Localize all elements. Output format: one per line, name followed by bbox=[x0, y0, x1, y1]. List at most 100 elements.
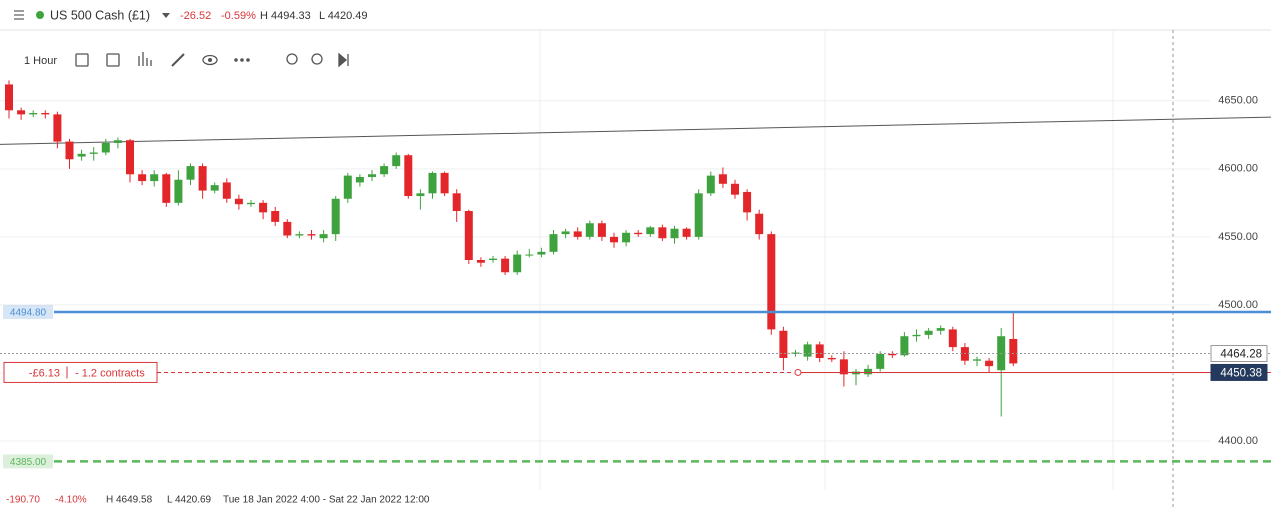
view-icon[interactable] bbox=[202, 54, 218, 66]
candle-body bbox=[89, 152, 98, 154]
studies-icon[interactable] bbox=[138, 52, 152, 66]
candle-body bbox=[440, 172, 449, 194]
scroll-end-icon[interactable] bbox=[338, 52, 349, 68]
candle-body bbox=[658, 227, 667, 239]
footer-range: Tue 18 Jan 2022 4:00 - Sat 22 Jan 2022 1… bbox=[223, 495, 430, 506]
candle-body bbox=[29, 113, 38, 115]
candle-body bbox=[307, 234, 316, 236]
candle-body bbox=[791, 352, 800, 354]
candle-body bbox=[682, 228, 691, 237]
y-tick-label: 4650.00 bbox=[1218, 95, 1258, 107]
instrument-name[interactable]: US 500 Cash (£1) bbox=[50, 8, 150, 22]
menu-icon[interactable] bbox=[14, 10, 24, 20]
candle-body bbox=[198, 166, 207, 191]
level-label-box bbox=[3, 454, 53, 469]
candle-body bbox=[331, 198, 340, 235]
candle-body bbox=[126, 140, 134, 175]
footer-low: L 4420.69 bbox=[167, 495, 212, 506]
candle-body bbox=[452, 193, 461, 212]
axis-price-label: 4450.38 bbox=[1220, 367, 1262, 379]
candle-body bbox=[113, 140, 122, 143]
candle-body bbox=[912, 334, 921, 337]
trendline bbox=[0, 116, 1271, 145]
candle-body bbox=[343, 175, 352, 199]
candle-body bbox=[404, 155, 413, 197]
toolbar-icons bbox=[75, 52, 349, 68]
candle-body bbox=[271, 211, 280, 222]
axis-price-label: 4464.28 bbox=[1220, 349, 1262, 361]
candle-body bbox=[827, 357, 836, 360]
candle-body bbox=[186, 166, 195, 180]
candle-body bbox=[513, 254, 522, 273]
candle-body bbox=[101, 142, 110, 153]
zoom-in-icon[interactable] bbox=[311, 53, 323, 65]
candle-body bbox=[501, 258, 510, 273]
candle-body bbox=[17, 110, 26, 115]
level-label: 4385.00 bbox=[10, 457, 47, 468]
candle-body bbox=[150, 174, 159, 182]
candle-body bbox=[694, 193, 703, 237]
interval-button[interactable]: 1 Hour bbox=[24, 55, 57, 67]
candle-body bbox=[718, 174, 727, 184]
candle-body bbox=[610, 236, 618, 243]
candle-body bbox=[549, 234, 558, 252]
axis-price-label-box bbox=[1210, 363, 1268, 381]
candle-body bbox=[767, 234, 776, 330]
candle-body bbox=[368, 174, 376, 177]
footer-change: -190.70 bbox=[6, 495, 40, 506]
candle-body bbox=[77, 153, 86, 157]
axis-price-label-box bbox=[1210, 345, 1268, 363]
candle-body bbox=[259, 202, 268, 213]
candle-body bbox=[706, 175, 715, 194]
footer-change-pct: -4.10% bbox=[55, 495, 87, 506]
draw-icon[interactable] bbox=[171, 53, 185, 67]
candle-body bbox=[247, 202, 255, 205]
candle-body bbox=[634, 232, 643, 235]
candle-body bbox=[416, 193, 425, 197]
chart-type-icon[interactable] bbox=[75, 53, 89, 67]
y-tick-label: 4500.00 bbox=[1218, 299, 1258, 311]
candle-body bbox=[646, 227, 655, 235]
instrument-dropdown[interactable] bbox=[162, 13, 170, 18]
more-icon[interactable] bbox=[234, 58, 250, 62]
candle-body bbox=[755, 213, 764, 235]
header-change: -26.52 bbox=[180, 10, 211, 22]
header-bar bbox=[0, 0, 1271, 30]
zoom-out-icon[interactable] bbox=[286, 53, 298, 65]
candle-body bbox=[380, 166, 389, 175]
candle-body bbox=[803, 344, 812, 357]
candle-body bbox=[670, 228, 679, 239]
header-high: H 4494.33 bbox=[260, 10, 311, 22]
candle-body bbox=[876, 353, 885, 369]
candle-body bbox=[622, 232, 631, 243]
candle-body bbox=[900, 336, 909, 356]
candle-body bbox=[489, 258, 497, 260]
candle-body bbox=[476, 260, 485, 263]
candle-body bbox=[210, 185, 219, 191]
candle-body bbox=[222, 182, 231, 199]
candle-body bbox=[731, 183, 739, 195]
market-status-dot bbox=[36, 11, 44, 19]
plot-area bbox=[0, 30, 1271, 508]
candle-body bbox=[428, 172, 437, 194]
header-low: L 4420.49 bbox=[319, 10, 368, 22]
position-label-box[interactable] bbox=[3, 361, 158, 383]
candle-body bbox=[53, 114, 62, 142]
position-entry-marker bbox=[794, 368, 802, 376]
candle-body bbox=[162, 174, 171, 203]
candle-body bbox=[597, 223, 606, 237]
candle-body bbox=[779, 330, 788, 358]
candle-body bbox=[743, 191, 752, 213]
position-size: - 1.2 contracts bbox=[75, 367, 145, 379]
level-label-box bbox=[3, 304, 53, 319]
header-change-pct: -0.59% bbox=[221, 10, 256, 22]
indicators-icon[interactable] bbox=[106, 53, 120, 67]
candle-body bbox=[234, 198, 243, 205]
candle-body bbox=[561, 231, 570, 235]
level-label: 4494.80 bbox=[10, 308, 47, 319]
position-pnl: -£6.13 bbox=[29, 367, 60, 379]
candle-body bbox=[319, 234, 328, 239]
candle-body bbox=[839, 359, 848, 375]
footer-high: H 4649.58 bbox=[106, 495, 153, 506]
